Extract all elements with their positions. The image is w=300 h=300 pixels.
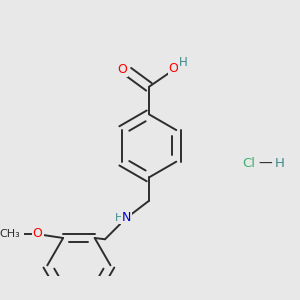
Text: H: H: [274, 157, 284, 170]
Text: H: H: [179, 56, 188, 69]
Text: CH₃: CH₃: [0, 229, 20, 239]
Text: O: O: [169, 62, 178, 75]
Text: H: H: [116, 213, 124, 223]
Text: O: O: [117, 63, 127, 76]
Text: —: —: [259, 157, 272, 171]
Text: N: N: [122, 211, 131, 224]
Text: O: O: [33, 226, 43, 240]
Text: Cl: Cl: [243, 157, 256, 170]
